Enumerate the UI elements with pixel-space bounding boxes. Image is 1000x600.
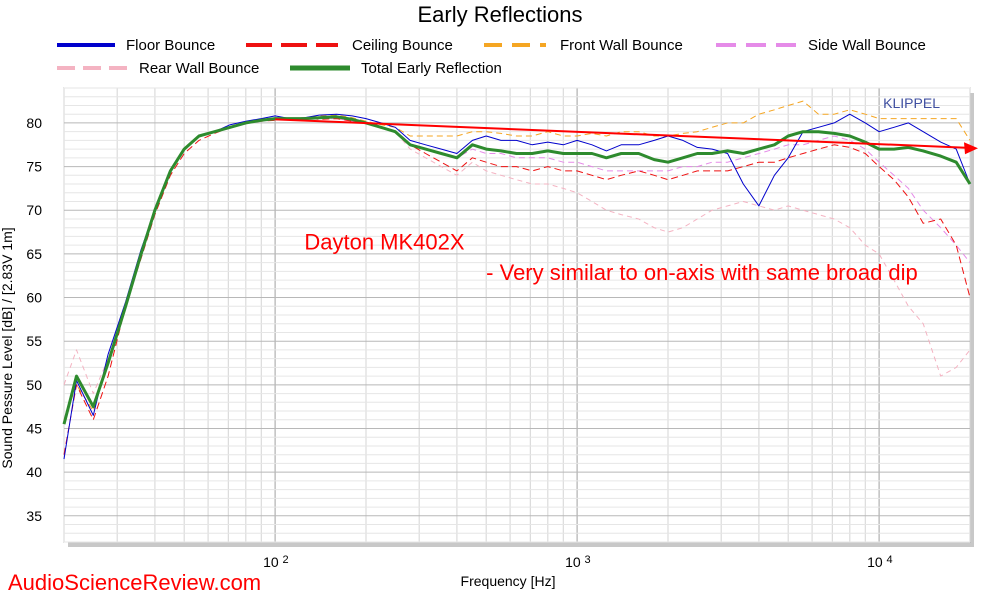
- legend-label-floor: Floor Bounce: [126, 37, 215, 54]
- legend-item-floor: Floor Bounce: [57, 37, 215, 54]
- annotation-1: - Very similar to on-axis with same broa…: [486, 260, 918, 285]
- legend-label-side: Side Wall Bounce: [808, 37, 926, 54]
- legend-label-ceiling: Ceiling Bounce: [352, 37, 453, 54]
- chart-title: Early Reflections: [417, 2, 582, 27]
- y-tick-labels: 35 40 45 50 55 60 65 70 75 80: [26, 115, 42, 524]
- watermark: AudioScienceReview.com: [8, 570, 261, 595]
- annotations: Dayton MK402X - Very similar to on-axis w…: [304, 230, 917, 286]
- trend-arrow-head: [964, 142, 978, 155]
- y-tick-label: 40: [26, 464, 42, 480]
- legend-item-front: Front Wall Bounce: [484, 37, 683, 54]
- y-tick-label: 70: [26, 202, 42, 218]
- klippel-label: KLIPPEL: [883, 95, 940, 111]
- trend-line-segment: [275, 118, 973, 149]
- y-tick-label: 55: [26, 333, 42, 349]
- legend-item-ceiling: Ceiling Bounce: [246, 37, 453, 54]
- y-tick-label: 75: [26, 159, 42, 175]
- annotation-0: Dayton MK402X: [304, 230, 465, 255]
- series-line-ceiling: [63, 117, 971, 455]
- y-tick-label: 50: [26, 377, 42, 393]
- grid: [63, 87, 971, 543]
- legend-label-rear: Rear Wall Bounce: [139, 60, 259, 77]
- x-tick-labels: 10 2 10 3 10 4: [263, 554, 893, 570]
- y-axis-label: Sound Pessure Level [dB] / [2.83V 1m]: [0, 227, 15, 468]
- x-tick-label: 10 2: [263, 554, 289, 570]
- x-tick-label: 10 3: [565, 554, 591, 570]
- legend-label-total: Total Early Reflection: [361, 60, 502, 77]
- legend-item-side: Side Wall Bounce: [716, 37, 926, 54]
- legend: Floor Bounce Ceiling Bounce Front Wall B…: [57, 37, 926, 77]
- legend-item-rear: Rear Wall Bounce: [57, 60, 259, 77]
- y-tick-label: 45: [26, 421, 42, 437]
- x-axis-label: Frequency [Hz]: [461, 573, 556, 589]
- y-tick-label: 35: [26, 508, 42, 524]
- legend-item-total: Total Early Reflection: [290, 60, 502, 77]
- y-tick-label: 60: [26, 290, 42, 306]
- trend-line: [275, 118, 978, 155]
- legend-label-front: Front Wall Bounce: [560, 37, 683, 54]
- y-tick-label: 65: [26, 246, 42, 262]
- x-tick-label: 10 4: [867, 554, 893, 570]
- y-tick-label: 80: [26, 115, 42, 131]
- series-lines: [62, 100, 972, 460]
- series-line-total: [62, 115, 972, 425]
